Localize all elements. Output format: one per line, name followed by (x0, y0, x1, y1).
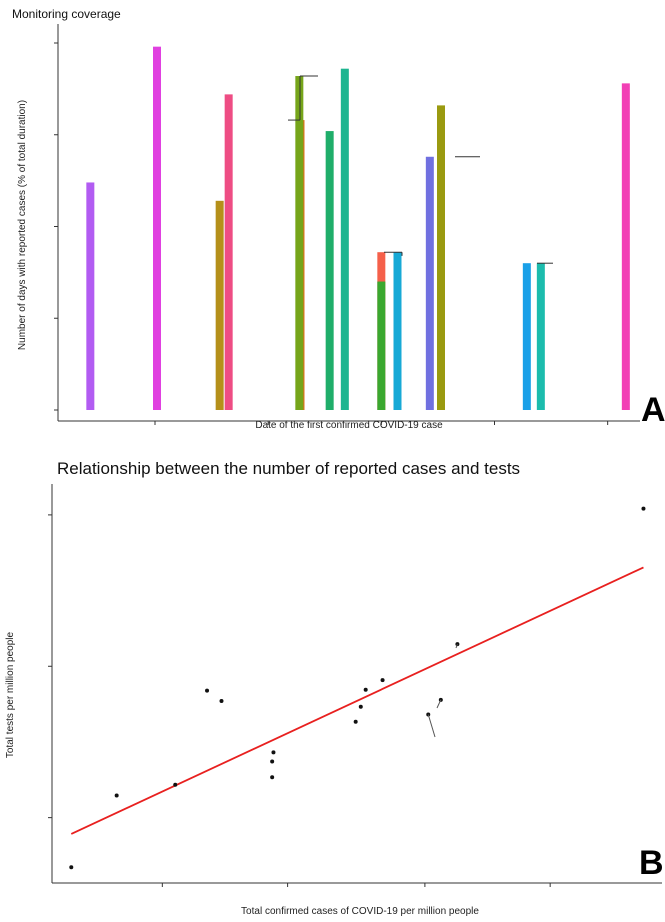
bar-senegal (153, 46, 161, 411)
bar-togo (224, 94, 233, 410)
chart-b-axes (48, 484, 662, 887)
bar-sierra-leone (621, 83, 630, 411)
chart-a-xlabel: Date of the first confirmed COVID-19 cas… (255, 420, 443, 431)
chart-a-title: Monitoring coverage (12, 7, 121, 21)
chart-a-bars (86, 46, 630, 411)
label-connector (436, 699, 442, 709)
bar-nigeria (86, 182, 95, 410)
label-connector (427, 714, 436, 738)
chart-a-ylabel: Number of days with reported cases (% of… (17, 100, 28, 350)
point-cameroon (363, 687, 368, 692)
bar-gambia (393, 252, 402, 410)
point-sierra-leone (271, 750, 276, 755)
point-niger (69, 865, 74, 870)
bar-burkina-faso (295, 76, 304, 410)
point-mali (173, 782, 178, 787)
label-connector (455, 643, 458, 649)
bar-guinea (340, 68, 349, 410)
bar-mali (522, 263, 531, 410)
bar-niger (425, 156, 434, 410)
bar-benin (377, 281, 386, 410)
point-benin (219, 698, 224, 703)
chart-b-xlabel: Total confirmed cases of COVID-19 per mi… (241, 906, 479, 917)
point-cape-verde (641, 506, 646, 511)
chart-a-axes (54, 24, 640, 425)
trend-line (70, 566, 644, 835)
chart-b-panel-letter: B (639, 844, 664, 882)
point-senegal (380, 678, 385, 683)
bar-cape-verde (437, 105, 445, 410)
chart-a-panel-letter: A (641, 391, 665, 429)
chart-b-title: Relationship between the number of repor… (57, 459, 520, 478)
bar-ghana (325, 131, 334, 410)
bar-guinea-bissau (536, 263, 545, 410)
point-liberia (270, 759, 275, 764)
point-guinea (358, 704, 363, 709)
point-togo (205, 688, 210, 693)
chart-b-plot (69, 506, 646, 870)
point-cote-d-ivoire (353, 719, 358, 724)
chart-b-ylabel: Total tests per million people (5, 631, 16, 758)
point-nigeria (270, 775, 275, 780)
bar-cameroon (215, 200, 224, 410)
point-burkina-faso (114, 793, 119, 798)
